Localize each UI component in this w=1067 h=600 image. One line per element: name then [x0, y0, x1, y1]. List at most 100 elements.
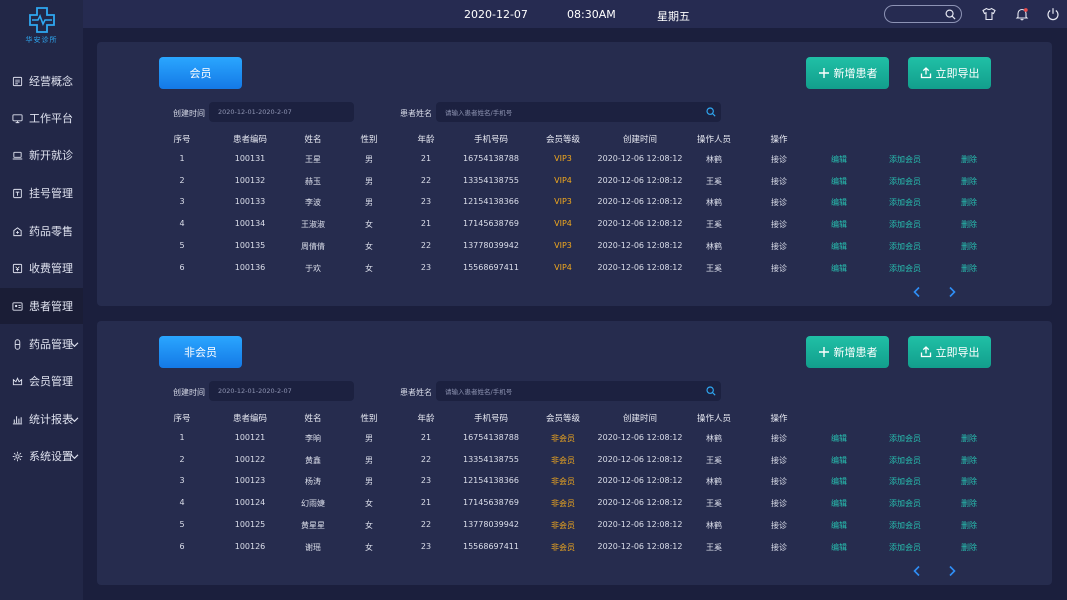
- visit-action[interactable]: 接诊: [771, 176, 787, 186]
- table-cell: 100122: [234, 454, 266, 464]
- sidebar-item-label: 系统设置: [29, 450, 73, 463]
- chevron-down-icon[interactable]: [70, 414, 79, 423]
- add-member-action[interactable]: 添加会员: [889, 220, 921, 230]
- tab-member[interactable]: 会员: [159, 57, 242, 89]
- visit-action[interactable]: 接诊: [771, 434, 787, 443]
- patient-search-input[interactable]: 请输入患者姓名/手机号: [436, 102, 721, 122]
- edit-action[interactable]: 编辑: [831, 220, 847, 230]
- visit-action[interactable]: 接诊: [771, 155, 787, 164]
- sidebar-item[interactable]: 收费管理: [0, 250, 83, 286]
- global-search-input[interactable]: [884, 5, 962, 23]
- logo[interactable]: 华安诊所: [0, 6, 83, 52]
- chevron-left-icon[interactable]: [912, 565, 922, 577]
- edit-action[interactable]: 编辑: [831, 520, 847, 530]
- sidebar-item[interactable]: 统计报表: [0, 401, 83, 437]
- chevron-down-icon[interactable]: [70, 339, 79, 348]
- sidebar-item[interactable]: 经营概念: [0, 63, 83, 99]
- add-member-action[interactable]: 添加会员: [889, 263, 921, 273]
- table-cell: 男: [365, 434, 373, 443]
- delete-action[interactable]: 删除: [961, 155, 977, 164]
- add-member-action[interactable]: 添加会员: [889, 477, 921, 487]
- delete-action[interactable]: 删除: [961, 176, 977, 186]
- delete-action[interactable]: 删除: [961, 220, 977, 230]
- visit-action[interactable]: 接诊: [771, 241, 787, 251]
- sidebar-item[interactable]: 药品零售: [0, 213, 83, 249]
- edit-action[interactable]: 编辑: [831, 198, 847, 208]
- add-member-action[interactable]: 添加会员: [889, 198, 921, 208]
- sidebar-item[interactable]: 工作平台: [0, 100, 83, 136]
- power-icon[interactable]: [1046, 7, 1060, 21]
- add-member-action[interactable]: 添加会员: [889, 542, 921, 552]
- sidebar-item-label: 挂号管理: [29, 187, 73, 200]
- edit-action[interactable]: 编辑: [831, 542, 847, 552]
- visit-action[interactable]: 接诊: [771, 220, 787, 230]
- delete-action[interactable]: 删除: [961, 499, 977, 509]
- edit-action[interactable]: 编辑: [831, 455, 847, 465]
- delete-action[interactable]: 删除: [961, 477, 977, 487]
- edit-action[interactable]: 编辑: [831, 241, 847, 251]
- table-cell: 林鹤: [706, 434, 722, 443]
- sidebar-item[interactable]: 药品管理: [0, 326, 83, 362]
- add-member-action[interactable]: 添加会员: [889, 520, 921, 530]
- table-cell: 林鹤: [706, 198, 722, 208]
- edit-action[interactable]: 编辑: [831, 477, 847, 487]
- add-member-action[interactable]: 添加会员: [889, 434, 921, 443]
- patient-search-input[interactable]: 请输入患者姓名/手机号: [436, 381, 721, 401]
- sidebar-item[interactable]: 患者管理: [0, 288, 83, 324]
- date-range-input[interactable]: 2020-12-01-2020-2-07: [209, 381, 354, 401]
- visit-action[interactable]: 接诊: [771, 499, 787, 509]
- add-member-action[interactable]: 添加会员: [889, 455, 921, 465]
- export-button[interactable]: 立即导出: [908, 336, 991, 368]
- search-icon[interactable]: [706, 107, 716, 117]
- date-range-input[interactable]: 2020-12-01-2020-2-07: [209, 102, 354, 122]
- add-member-action[interactable]: 添加会员: [889, 241, 921, 251]
- tab-non-member[interactable]: 非会员: [159, 336, 242, 368]
- table-cell: 李波: [305, 198, 321, 208]
- visit-action[interactable]: 接诊: [771, 455, 787, 465]
- chevron-right-icon[interactable]: [947, 286, 957, 298]
- visit-action[interactable]: 接诊: [771, 542, 787, 552]
- delete-action[interactable]: 删除: [961, 455, 977, 465]
- table-cell: 100132: [234, 175, 266, 185]
- chevron-right-icon[interactable]: [947, 565, 957, 577]
- visit-action[interactable]: 接诊: [771, 477, 787, 487]
- export-button[interactable]: 立即导出: [908, 57, 991, 89]
- add-member-action[interactable]: 添加会员: [889, 176, 921, 186]
- edit-action[interactable]: 编辑: [831, 434, 847, 443]
- add-member-action[interactable]: 添加会员: [889, 155, 921, 164]
- bell-icon[interactable]: [1015, 7, 1029, 21]
- chevron-down-icon[interactable]: [70, 451, 79, 460]
- edit-action[interactable]: 编辑: [831, 176, 847, 186]
- table-cell: 2020-12-06 12:08:12: [597, 454, 683, 464]
- delete-action[interactable]: 删除: [961, 542, 977, 552]
- chevron-left-icon[interactable]: [912, 286, 922, 298]
- delete-action[interactable]: 删除: [961, 263, 977, 273]
- shirt-icon[interactable]: [982, 7, 996, 21]
- search-icon[interactable]: [706, 386, 716, 396]
- edit-action[interactable]: 编辑: [831, 499, 847, 509]
- sidebar-item[interactable]: 系统设置: [0, 438, 83, 474]
- edit-action[interactable]: 编辑: [831, 155, 847, 164]
- table-cell: 3: [179, 476, 185, 486]
- delete-action[interactable]: 删除: [961, 520, 977, 530]
- table-cell: 3: [179, 197, 185, 207]
- add-patient-button[interactable]: 新增患者: [806, 336, 889, 368]
- add-member-action[interactable]: 添加会员: [889, 499, 921, 509]
- table-cell: 王奚: [706, 263, 722, 273]
- edit-action[interactable]: 编辑: [831, 263, 847, 273]
- sidebar-item[interactable]: 挂号管理: [0, 175, 83, 211]
- plus-icon: [818, 68, 829, 78]
- visit-action[interactable]: 接诊: [771, 520, 787, 530]
- add-patient-button[interactable]: 新增患者: [806, 57, 889, 89]
- sidebar-item[interactable]: 新开就诊: [0, 137, 83, 173]
- sidebar-item[interactable]: 会员管理: [0, 363, 83, 399]
- table-cell: 2: [179, 454, 185, 464]
- table-cell: 4: [179, 498, 185, 508]
- table-cell: 13354138755: [463, 175, 519, 185]
- visit-action[interactable]: 接诊: [771, 263, 787, 273]
- search-icon[interactable]: [945, 9, 956, 20]
- delete-action[interactable]: 删除: [961, 198, 977, 208]
- delete-action[interactable]: 删除: [961, 241, 977, 251]
- visit-action[interactable]: 接诊: [771, 198, 787, 208]
- delete-action[interactable]: 删除: [961, 434, 977, 443]
